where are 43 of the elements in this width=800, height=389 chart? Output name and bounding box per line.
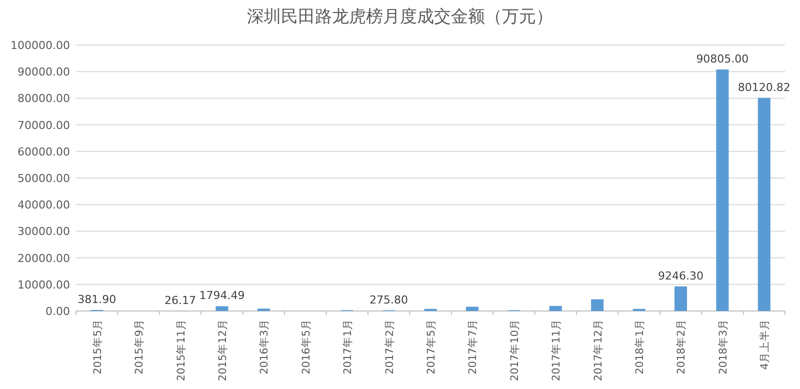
x-tick-label: 2017年10月 bbox=[508, 319, 521, 382]
bar bbox=[758, 98, 770, 311]
bar bbox=[674, 286, 687, 311]
x-tick-label: 2016年3月 bbox=[258, 319, 271, 374]
x-tick-label: 2018年2月 bbox=[676, 319, 688, 374]
y-tick-label: 60000.00 bbox=[18, 145, 70, 158]
bar bbox=[549, 306, 562, 311]
x-tick-label: 4月上半月 bbox=[758, 319, 772, 370]
data-label: 9246.30 bbox=[658, 269, 704, 282]
x-tick-label: 2017年1月 bbox=[342, 319, 354, 374]
x-tick-label: 2018年3月 bbox=[717, 319, 730, 374]
x-tick-label: 2018年1月 bbox=[634, 319, 646, 374]
x-tick-label: 2015年11月 bbox=[175, 319, 188, 382]
y-tick-label: 70000.00 bbox=[18, 118, 70, 132]
x-tick-label: 2015年12月 bbox=[216, 319, 229, 382]
y-tick-label: 10000.00 bbox=[18, 278, 70, 292]
y-tick-label: 90000.00 bbox=[18, 66, 70, 79]
bar bbox=[591, 299, 604, 311]
x-tick-label: 2017年11月 bbox=[550, 319, 563, 382]
bar bbox=[466, 306, 478, 311]
data-label: 90805.00 bbox=[696, 52, 749, 66]
x-tick-label: 2017年2月 bbox=[384, 319, 396, 374]
x-tick-label: 2016年5月 bbox=[300, 319, 312, 374]
data-label: 26.17 bbox=[164, 294, 196, 307]
x-tick-label: 2017年5月 bbox=[426, 319, 438, 374]
y-tick-label: 20000.00 bbox=[18, 252, 70, 265]
y-tick-label: 100000.00 bbox=[10, 39, 70, 52]
y-tick-label: 80000.00 bbox=[18, 92, 70, 106]
x-tick-label: 2015年9月 bbox=[134, 319, 146, 374]
y-tick-label: 30000.00 bbox=[18, 225, 70, 238]
data-label: 1794.49 bbox=[199, 289, 245, 302]
data-label: 80120.82 bbox=[738, 80, 790, 94]
bar bbox=[216, 306, 228, 311]
x-tick-label: 2015年5月 bbox=[92, 319, 104, 374]
data-label: 381.90 bbox=[78, 292, 116, 306]
x-tick-label: 2017年12月 bbox=[592, 319, 604, 382]
bar bbox=[716, 69, 729, 311]
y-tick-label: 40000.00 bbox=[18, 198, 70, 212]
data-label: 275.80 bbox=[370, 293, 408, 306]
x-tick-label: 2017年7月 bbox=[467, 319, 480, 374]
y-tick-label: 50000.00 bbox=[18, 172, 70, 185]
y-tick-label: 0.00 bbox=[46, 305, 70, 318]
chart-title: 深圳民田路龙虎榜月度成交金额（万元） bbox=[247, 7, 553, 27]
